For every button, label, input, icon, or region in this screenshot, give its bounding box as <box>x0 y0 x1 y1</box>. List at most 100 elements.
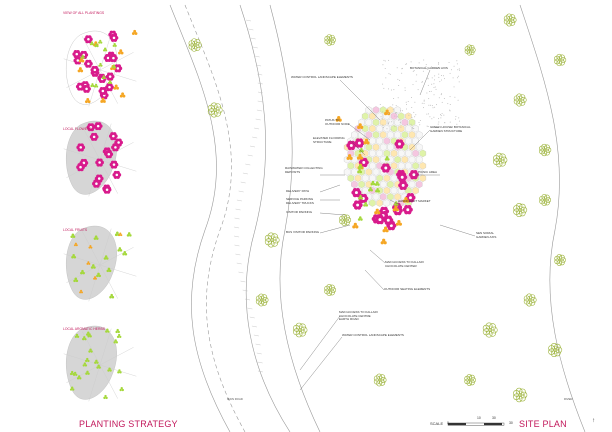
herb-mark-lobe <box>76 335 80 338</box>
botanical-dot <box>418 121 420 123</box>
site-herb-mark-lobe <box>372 182 376 186</box>
leader-line <box>389 199 401 206</box>
site-herb-mark-lobe <box>365 204 369 207</box>
landscape-hatch <box>238 190 244 193</box>
botanical-dot <box>401 110 403 112</box>
tree-icon-core <box>541 196 549 204</box>
site-fruit-mark-lobe <box>366 141 370 145</box>
flower-mark <box>89 132 99 141</box>
north-arrow-icon: ↑ <box>592 418 595 424</box>
strategy-strip-2 <box>63 225 137 302</box>
herb-mark-lobe <box>111 66 115 69</box>
botanical-dot <box>447 103 449 105</box>
hex-cell <box>387 143 394 151</box>
botanical-dot <box>456 60 458 62</box>
herb-mark-lobe <box>114 339 117 342</box>
fruit-mark-lobe <box>133 29 137 33</box>
botanical-dot <box>398 85 400 87</box>
botanical-dot <box>413 128 415 130</box>
strategy-blob <box>66 225 117 300</box>
tree-icon-lobe <box>330 287 337 293</box>
fruit-mark-lobe <box>116 86 119 90</box>
botanical-dot <box>438 66 440 68</box>
site-fruit-mark-lobe <box>385 109 389 113</box>
tree-icon-lobe <box>493 158 500 166</box>
fruit-mark <box>103 255 109 260</box>
herb-mark <box>112 42 117 47</box>
landscape-hatch <box>236 199 242 202</box>
site-flower-mark <box>398 180 409 191</box>
strategy-branch <box>99 264 137 277</box>
flower-mark-center <box>116 67 120 70</box>
botanical-dot <box>394 125 396 127</box>
botanical-dot <box>390 89 392 91</box>
botanical-dot <box>413 111 415 113</box>
label-visitor-parking: VISITOR PARKING <box>286 210 313 214</box>
herb-mark-lobe <box>91 83 94 86</box>
tree-icon-core <box>526 296 534 304</box>
leader-line <box>299 315 341 371</box>
site-herb-mark-lobe <box>359 164 362 167</box>
tree-icon-lobe <box>495 152 503 160</box>
fruit-mark <box>118 49 124 55</box>
botanical-dot <box>457 75 459 77</box>
site-fruit-mark-lobe <box>338 118 342 122</box>
leader-line <box>299 336 343 391</box>
site-fruit-mark-lobe <box>383 226 388 230</box>
herb-mark-lobe <box>87 372 90 375</box>
herb-mark <box>87 333 92 338</box>
fruit-mark <box>119 92 126 98</box>
herb-mark-lobe <box>79 377 82 380</box>
hex-cell <box>408 143 416 151</box>
tree-icon-core <box>326 36 334 44</box>
herb-mark <box>82 362 88 367</box>
fruit-mark-lobe <box>121 92 125 96</box>
leader-line <box>409 129 431 151</box>
site-fruit-mark-lobe <box>363 141 367 145</box>
herb-mark-lobe <box>93 85 97 88</box>
tree-icon-lobe <box>255 298 262 305</box>
hex-cell <box>379 193 387 201</box>
tree-icon-lobe <box>539 148 545 155</box>
botanical-dot <box>439 114 441 116</box>
botanical-dot <box>414 101 416 103</box>
herb-mark-lobe <box>89 43 93 46</box>
botanical-dot <box>437 123 439 125</box>
hex-cell <box>394 118 401 127</box>
herb-mark-lobe <box>70 386 74 389</box>
herb-mark <box>88 348 93 353</box>
herb-mark-lobe <box>87 335 90 338</box>
fruit-mark <box>117 247 123 252</box>
herb-mark-lobe <box>109 81 113 85</box>
botanical-dot <box>388 73 390 75</box>
site-fruit-mark-lobe <box>402 199 407 203</box>
botanical-dot <box>453 86 455 88</box>
strategy-branch <box>99 328 112 366</box>
label-picnic-area: PICNIC AREA <box>418 170 438 174</box>
site-fruit-mark-lobe <box>382 238 386 242</box>
botanical-dot <box>410 97 412 99</box>
herb-mark <box>90 83 95 88</box>
hex-cell <box>372 168 380 176</box>
tree-icon-lobe <box>207 108 215 116</box>
botanical-dot <box>393 89 395 91</box>
hex-cell <box>387 131 394 139</box>
tree-icon-lobe <box>530 297 537 303</box>
landscape-hatch <box>256 64 262 67</box>
site-fruit-mark <box>356 153 364 160</box>
fruit-mark-orange <box>73 242 78 247</box>
botanical-dot <box>414 116 416 118</box>
strategy-strip-0 <box>63 29 138 107</box>
site-fruit-mark-lobe <box>360 125 364 129</box>
flower-mark <box>109 54 118 63</box>
botanical-dot <box>400 110 402 112</box>
flower-mark <box>93 122 103 131</box>
tree-icon-lobe <box>195 41 202 49</box>
landscape-hatch <box>234 226 240 229</box>
site-herb-mark-lobe <box>371 180 375 184</box>
fruit-mark-lobe <box>78 59 82 63</box>
botanical-dot <box>416 74 418 76</box>
label-main-access-center: MAIN ACCESS TO KALLARI CHOCOLATE CENTER <box>385 260 424 268</box>
herb-mark-lobe <box>99 39 102 42</box>
tree-icon-lobe <box>485 322 493 330</box>
